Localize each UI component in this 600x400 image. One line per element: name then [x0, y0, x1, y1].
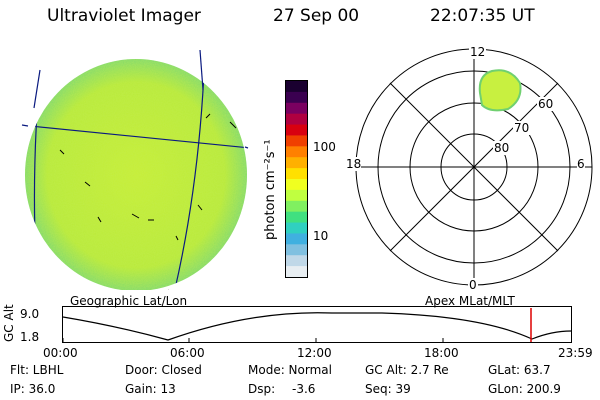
dsp-label: Dsp:: [248, 382, 276, 396]
geo-caption: Geographic Lat/Lon: [70, 294, 188, 308]
colorbar-band: [286, 102, 307, 115]
polar-label-70: 70: [513, 121, 531, 135]
gain-readout: Gain: 13: [125, 382, 176, 396]
colorbar-tick-10: 10: [313, 229, 329, 243]
colorbar-band: [286, 222, 307, 235]
altitude-curve: [62, 312, 572, 341]
colorbar-band: [286, 211, 307, 224]
glat-readout: GLat: 63.7: [488, 363, 551, 377]
colorbar-band: [286, 255, 307, 267]
colorbar-band: [286, 168, 307, 180]
colorbar-unit-label: photon cm⁻²s⁻¹: [263, 139, 278, 240]
colorbar-band: [286, 189, 307, 202]
ip-readout: IP: 36.0: [10, 382, 56, 396]
colorbar-band: [286, 179, 307, 191]
colorbar-band: [286, 135, 307, 147]
time-tick-1800: 18:00: [424, 346, 459, 360]
altitude-tick-high: 9.0: [20, 307, 40, 321]
polar-label-6: 6: [577, 157, 585, 171]
apex-caption: Apex MLat/MLT: [425, 294, 515, 308]
gc-alt-readout: GC Alt: 2.7 Re: [365, 363, 449, 377]
altitude-plot-frame: [62, 306, 572, 343]
glon-readout: GLon: 200.9: [488, 382, 561, 396]
colorbar-band: [286, 266, 307, 277]
colorbar-band: [286, 146, 307, 158]
aurora-blob: [478, 69, 522, 112]
altitude-plot: [62, 306, 572, 343]
altitude-tick-low: 1.8: [20, 330, 40, 344]
colorbar-band: [286, 157, 307, 169]
colorbar-tick-100: 100: [313, 140, 336, 154]
apex-polar-plot: [355, 48, 593, 286]
color-scale-bar: [285, 80, 308, 278]
date-label: 27 Sep 00: [273, 6, 360, 26]
time-tick-0600: 06:00: [170, 346, 205, 360]
polar-label-18: 18: [346, 157, 362, 171]
earth-disk-image: [21, 49, 249, 290]
time-tick-0000: 00:00: [43, 346, 78, 360]
polar-label-12: 12: [469, 45, 487, 59]
colorbar-band: [286, 244, 307, 256]
seq-readout: Seq: 39: [365, 382, 411, 396]
door-readout: Door: Closed: [125, 363, 202, 377]
colorbar-band: [286, 124, 307, 137]
time-label: 22:07:35 UT: [430, 6, 535, 26]
polar-label-80: 80: [493, 141, 511, 155]
polar-label-0: 0: [468, 278, 478, 292]
filter-readout: Flt: LBHL: [10, 363, 64, 377]
colorbar-band: [286, 91, 307, 104]
colorbar-band: [286, 81, 307, 93]
mode-readout: Mode: Normal: [248, 363, 332, 377]
dsp-value: -3.6: [292, 382, 316, 396]
instrument-title: Ultraviolet Imager: [47, 6, 201, 26]
polar-diagonal-2: [389, 82, 559, 252]
coastline-marks: [59, 113, 237, 290]
colorbar-band: [286, 113, 307, 126]
time-tick-2359: 23:59: [558, 346, 593, 360]
polar-label-60: 60: [537, 97, 555, 111]
colorbar-band: [286, 233, 307, 245]
colorbar-band: [286, 200, 307, 213]
time-tick-1200: 12:00: [297, 346, 332, 360]
altitude-axis-label: GC Alt: [2, 304, 16, 342]
